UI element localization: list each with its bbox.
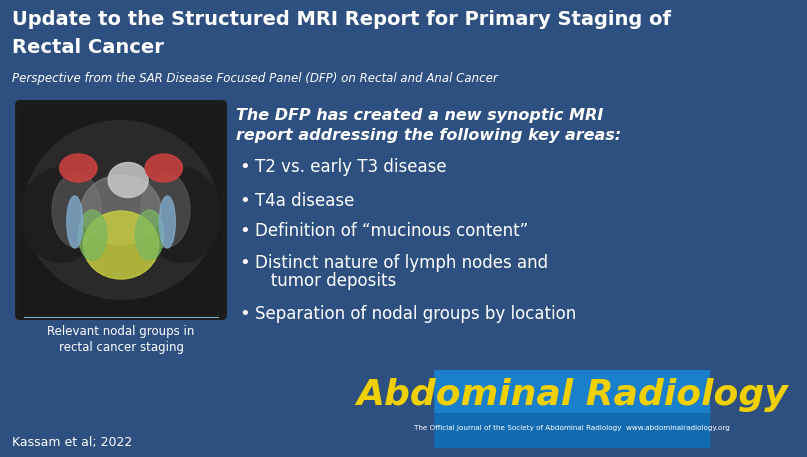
Ellipse shape	[142, 168, 221, 262]
Text: Kassam et al; 2022: Kassam et al; 2022	[12, 436, 132, 449]
Text: Update to the Structured MRI Report for Primary Staging of: Update to the Structured MRI Report for …	[12, 10, 671, 29]
Text: •: •	[240, 192, 250, 210]
Text: Definition of “mucinous content”: Definition of “mucinous content”	[256, 222, 529, 240]
Text: tumor deposits: tumor deposits	[256, 272, 397, 290]
Text: •: •	[240, 158, 250, 176]
Ellipse shape	[108, 163, 148, 197]
Text: •: •	[240, 222, 250, 240]
Ellipse shape	[83, 211, 159, 279]
Text: The DFP has created a new synoptic MRI: The DFP has created a new synoptic MRI	[236, 108, 603, 123]
Text: Abdominal Radiology: Abdominal Radiology	[357, 378, 788, 412]
Text: report addressing the following key areas:: report addressing the following key area…	[236, 128, 621, 143]
Ellipse shape	[81, 175, 161, 245]
Text: The Official Journal of the Society of Abdominal Radiology  www.abdominalradiolo: The Official Journal of the Society of A…	[414, 425, 730, 431]
FancyBboxPatch shape	[15, 100, 227, 320]
Ellipse shape	[145, 154, 182, 182]
Text: Distinct nature of lymph nodes and: Distinct nature of lymph nodes and	[256, 254, 549, 272]
Text: T2 vs. early T3 disease: T2 vs. early T3 disease	[256, 158, 447, 176]
Ellipse shape	[25, 121, 217, 299]
FancyBboxPatch shape	[434, 413, 710, 448]
Text: •: •	[240, 254, 250, 272]
Ellipse shape	[52, 172, 101, 248]
Text: T4a disease: T4a disease	[256, 192, 355, 210]
Ellipse shape	[159, 196, 175, 248]
Text: Rectal Cancer: Rectal Cancer	[12, 38, 165, 57]
FancyBboxPatch shape	[434, 370, 710, 448]
Ellipse shape	[60, 154, 97, 182]
Ellipse shape	[136, 210, 164, 260]
Text: •: •	[240, 305, 250, 323]
Ellipse shape	[67, 196, 83, 248]
Bar	[21, 107, 221, 313]
Text: Separation of nodal groups by location: Separation of nodal groups by location	[256, 305, 577, 323]
Text: rectal cancer staging: rectal cancer staging	[59, 341, 183, 354]
Text: Perspective from the SAR Disease Focused Panel (DFP) on Rectal and Anal Cancer: Perspective from the SAR Disease Focused…	[12, 72, 498, 85]
Text: Relevant nodal groups in: Relevant nodal groups in	[48, 325, 194, 338]
Ellipse shape	[78, 210, 107, 260]
Ellipse shape	[21, 168, 100, 262]
Ellipse shape	[141, 172, 190, 248]
